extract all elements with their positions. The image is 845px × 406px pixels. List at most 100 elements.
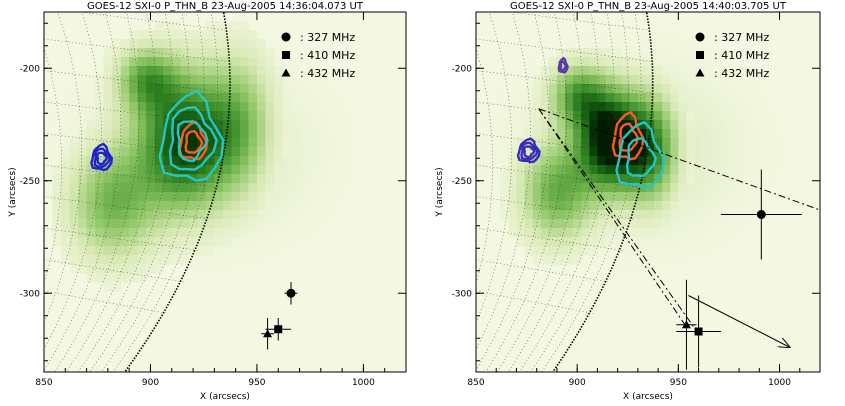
image-pixel [548, 75, 558, 85]
image-pixel [154, 165, 164, 175]
image-pixel [95, 93, 105, 103]
image-pixel [61, 183, 71, 193]
image-pixel [154, 102, 164, 112]
image-pixel [214, 102, 224, 112]
image-pixel [637, 228, 647, 238]
image-pixel [78, 174, 88, 184]
image-pixel [197, 84, 207, 94]
image-pixel [565, 237, 574, 247]
image-pixel [163, 201, 173, 211]
longitude-gridline [476, 12, 531, 350]
image-pixel [214, 147, 224, 157]
image-pixel [222, 219, 232, 229]
image-pixel [197, 57, 207, 67]
pixel-emission [500, 48, 696, 265]
image-pixel [589, 57, 598, 67]
plot-frame [43, 11, 407, 373]
image-pixel [103, 48, 113, 58]
image-pixel [654, 219, 663, 229]
image-pixel [556, 201, 566, 211]
image-pixel [629, 228, 639, 238]
image-pixel [239, 147, 249, 157]
image-pixel [637, 75, 647, 85]
image-pixel [171, 147, 181, 157]
image-pixel [86, 183, 96, 193]
image-pixel [205, 57, 215, 67]
image-pixel [112, 174, 122, 184]
image-pixel [248, 210, 258, 220]
image-pixel [613, 84, 623, 94]
image-pixel [231, 30, 241, 40]
image-pixel [146, 228, 156, 238]
image-pixel [112, 48, 122, 58]
image-pixel [589, 210, 598, 220]
image-pixel [637, 192, 647, 202]
image-pixel [589, 246, 598, 256]
image-pixel [678, 192, 688, 202]
image-pixel [248, 156, 258, 166]
image-pixel [205, 39, 215, 49]
image-pixel [605, 84, 615, 94]
image-pixel [516, 138, 526, 148]
image-pixel [581, 57, 590, 67]
image-pixel [69, 192, 79, 202]
image-pixel [95, 156, 105, 166]
image-pixel [120, 147, 130, 157]
image-pixel [662, 165, 671, 175]
image-pixel [112, 192, 122, 202]
image-pixel [205, 102, 215, 112]
image-pixel [637, 102, 647, 112]
image-pixel [613, 66, 623, 76]
image-pixel [629, 102, 639, 112]
image-pixel [646, 201, 655, 211]
image-pixel [589, 66, 598, 76]
image-pixel [274, 156, 284, 166]
y-axis-label: Y (arcsecs) [8, 167, 18, 217]
image-pixel [95, 201, 105, 211]
image-pixel [231, 21, 241, 31]
image-pixel [239, 174, 249, 184]
image-pixel [120, 75, 130, 85]
image-pixel [146, 129, 156, 139]
image-pixel [154, 93, 164, 103]
image-pixel [662, 174, 671, 184]
image-pixel [508, 201, 518, 211]
image-pixel [205, 129, 215, 139]
image-pixel [163, 183, 173, 193]
image-pixel [646, 120, 655, 130]
y-tick-label: -200 [20, 64, 41, 74]
longitude-gridline [44, 12, 82, 324]
image-pixel [670, 111, 679, 121]
y-tick-label: -300 [20, 289, 41, 299]
image-pixel [69, 264, 79, 274]
image-pixel [532, 120, 542, 130]
image-pixel [120, 111, 130, 121]
image-pixel [524, 237, 534, 247]
image-pixel [69, 210, 79, 220]
image-pixel [654, 102, 663, 112]
image-pixel [205, 84, 215, 94]
image-pixel [646, 111, 655, 121]
image-pixel [654, 93, 663, 103]
image-pixel [239, 39, 249, 49]
image-pixel [654, 156, 663, 166]
image-pixel [516, 174, 526, 184]
image-pixel [248, 84, 258, 94]
image-pixel [222, 156, 232, 166]
image-pixel [120, 120, 130, 130]
y-tick-label: -200 [452, 64, 473, 74]
image-pixel [205, 147, 215, 157]
image-pixel [597, 129, 607, 139]
image-pixel [637, 165, 647, 175]
image-pixel [629, 192, 639, 202]
image-pixel [516, 183, 526, 193]
image-pixel [78, 255, 88, 265]
image-pixel [78, 228, 88, 238]
image-pixel [597, 102, 607, 112]
image-pixel [129, 57, 139, 67]
image-pixel [137, 75, 147, 85]
image-pixel [180, 75, 190, 85]
image-pixel [540, 156, 550, 166]
image-pixel [171, 255, 181, 265]
